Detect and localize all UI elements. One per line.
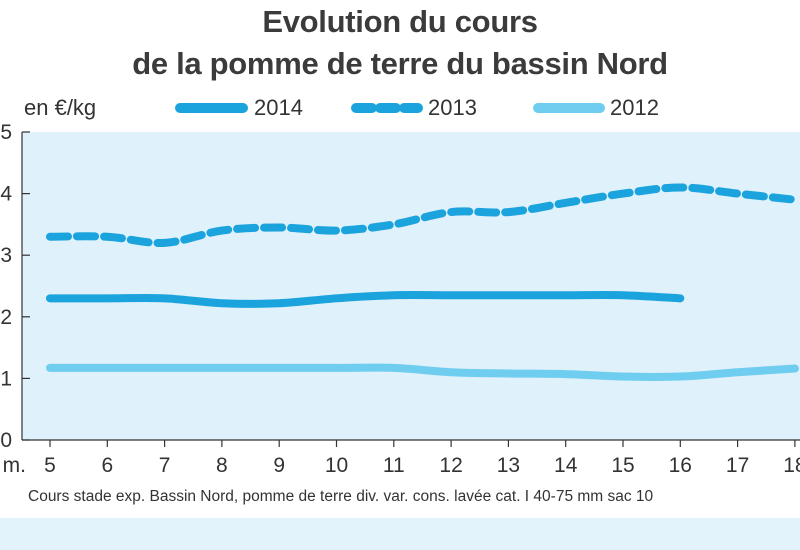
- chart-plot: 54321056789101112131415161718m.: [0, 121, 800, 477]
- chart-subtitle: de la pomme de terre du bassin Nord: [132, 46, 668, 81]
- x-tick-label: 11: [383, 454, 405, 477]
- x-tick-label: 10: [325, 454, 348, 477]
- x-tick-label: 12: [439, 454, 462, 477]
- y-tick-label: 0: [0, 429, 12, 452]
- x-axis-label-fragment: m.: [3, 454, 26, 477]
- x-tick-label: 18: [783, 454, 800, 477]
- series-line-2014: [46, 291, 685, 308]
- legend-label-2013: 2013: [428, 95, 477, 120]
- series-line-2013: [46, 183, 799, 247]
- y-tick-label: 1: [0, 367, 12, 390]
- legend-label-2014: 2014: [254, 95, 303, 120]
- x-tick-label: 6: [101, 454, 113, 477]
- y-tick-label: 4: [0, 183, 12, 206]
- x-tick-label: 9: [273, 454, 285, 477]
- x-tick-label: 5: [44, 454, 56, 477]
- x-tick-label: 16: [669, 454, 692, 477]
- y-tick-label: 3: [0, 244, 12, 267]
- legend: [175, 103, 605, 113]
- legend-label-2012: 2012: [610, 95, 659, 120]
- x-tick-label: 17: [726, 454, 749, 477]
- y-tick-label: 5: [0, 121, 12, 144]
- y-axis-label: en €/kg: [24, 95, 97, 120]
- y-tick-label: 2: [0, 306, 12, 329]
- x-tick-label: 8: [216, 454, 228, 477]
- bottom-band: [0, 518, 800, 550]
- chart-source-note: Cours stade exp. Bassin Nord, pomme de t…: [28, 488, 654, 505]
- plot-background: [22, 132, 800, 440]
- x-tick-label: 15: [611, 454, 634, 477]
- x-tick-label: 7: [159, 454, 171, 477]
- x-tick-label: 14: [554, 454, 578, 477]
- series-line-2012: [46, 363, 799, 381]
- chart-title: Evolution du cours: [262, 4, 538, 39]
- x-tick-label: 13: [497, 454, 520, 477]
